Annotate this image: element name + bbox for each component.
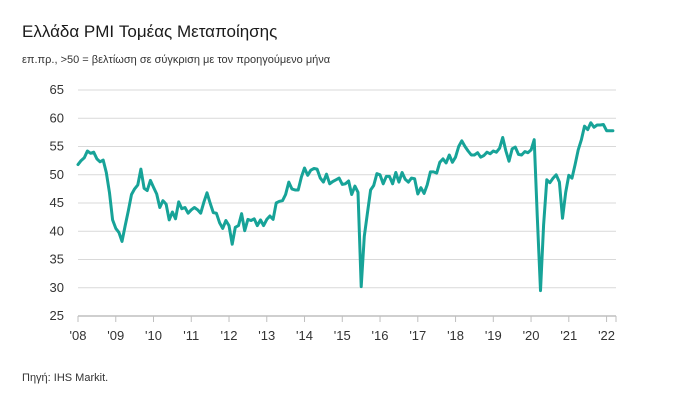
x-tick-label: '22 xyxy=(598,328,615,343)
chart-subtitle: επ.πρ., >50 = βελτίωση σε σύγκριση με το… xyxy=(22,54,331,66)
x-tick-label: '11 xyxy=(183,328,199,343)
y-tick-label-60: 60 xyxy=(50,110,64,125)
x-tick-label: '16 xyxy=(372,328,389,343)
x-tick-label: '19 xyxy=(485,328,502,343)
x-tick-label: '21 xyxy=(560,328,577,343)
x-tick-label: '08 xyxy=(70,328,87,343)
y-tick-label-65: 65 xyxy=(50,82,64,97)
series-layer xyxy=(76,121,615,293)
x-tick-label: '18 xyxy=(447,328,464,343)
series-line-0 xyxy=(76,121,615,293)
x-tick-label: '10 xyxy=(145,328,162,343)
x-axis-ticks: '08 '09 '10 '11 '12 '13 '14 '15 '16 '17 '18 '19 '20 '… xyxy=(70,316,617,343)
y-tick-label-40: 40 xyxy=(50,223,64,238)
x-tick-label: '17 xyxy=(409,328,426,343)
gridlines xyxy=(78,89,616,289)
x-tick-label: '15 xyxy=(334,328,351,343)
chart-title: Ελλάδα PMI Τομέας Μεταποίησης xyxy=(22,22,278,41)
y-tick-label-50: 50 xyxy=(50,167,64,182)
y-tick-label-30: 30 xyxy=(50,280,64,295)
x-tick-label: '09 xyxy=(107,328,124,343)
x-tick-label: '13 xyxy=(258,328,275,343)
y-tick-label-45: 45 xyxy=(50,195,64,210)
source-note: Πηγή: IHS Markit. xyxy=(22,372,109,384)
y-tick-label-25: 25 xyxy=(50,308,64,323)
y-tick-label-35: 35 xyxy=(50,252,64,267)
x-tick-label: '14 xyxy=(296,328,313,343)
y-axis-ticks: 25 30 35 40 45 50 55 60 65 xyxy=(50,82,64,323)
x-tick-label: '12 xyxy=(221,328,238,343)
x-tick-label: '20 xyxy=(523,328,540,343)
y-tick-label-55: 55 xyxy=(50,139,64,154)
